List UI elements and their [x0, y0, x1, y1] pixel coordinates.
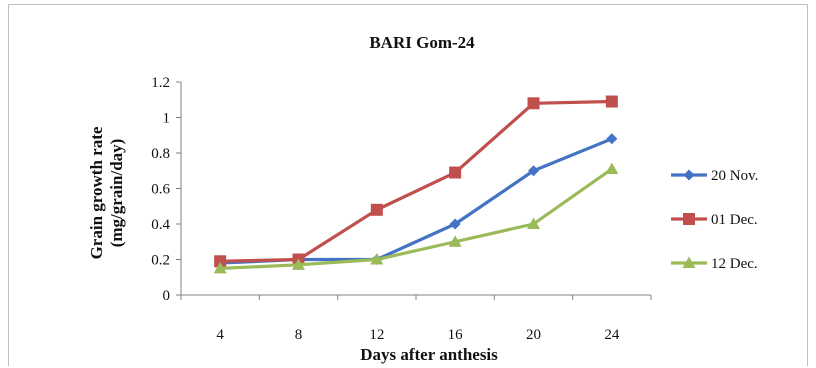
y-tick-label: 1	[163, 111, 171, 127]
legend-label: 20 Nov.	[711, 168, 758, 184]
y-tick-label: 0.8	[151, 146, 170, 162]
y-axis-title-line1: Grain growth rate	[87, 126, 106, 259]
line-chart: BARI Gom-24 Grain growth rate (mg/grain/…	[87, 33, 758, 364]
series-2	[214, 95, 618, 268]
series-1	[214, 133, 618, 269]
data-point-marker	[449, 166, 462, 179]
x-tick-label: 8	[295, 327, 303, 343]
data-point-marker	[527, 97, 540, 110]
legend-marker	[682, 256, 696, 268]
data-point-marker	[605, 95, 618, 108]
data-point-marker	[292, 258, 305, 270]
legend-label: 12 Dec.	[711, 256, 758, 272]
legend-item: 20 Nov.	[671, 168, 758, 184]
data-point-marker	[214, 255, 227, 268]
data-point-marker	[528, 165, 539, 177]
chart-title: BARI Gom-24	[369, 33, 475, 52]
y-axis-ticks: 0 0.2 0.4 0.6 0.8 1 1.2	[151, 75, 181, 304]
series-layer	[213, 95, 619, 274]
x-tick-label: 16	[448, 327, 464, 343]
legend-item: 01 Dec.	[671, 212, 758, 228]
data-point-marker	[370, 253, 384, 265]
y-tick-label: 0	[163, 288, 171, 304]
y-tick-label: 0.4	[151, 217, 170, 233]
x-tick-label: 20	[526, 327, 541, 343]
data-point-marker	[213, 261, 227, 274]
data-point-marker	[449, 218, 461, 230]
y-tick-label: 0.2	[151, 253, 170, 269]
legend-label: 01 Dec.	[711, 212, 758, 228]
y-axis-title-line2: (mg/grain/day)	[107, 139, 126, 248]
data-point-marker	[605, 162, 619, 174]
series-line	[220, 167, 613, 270]
chart-frame: BARI Gom-24 Grain growth rate (mg/grain/…	[8, 4, 808, 366]
x-tick-label: 12	[369, 327, 384, 343]
data-point-marker	[606, 133, 618, 145]
data-point-marker	[527, 217, 540, 229]
x-axis-title: Days after anthesis	[360, 345, 498, 364]
legend: 20 Nov. 01 Dec. 12 Dec.	[671, 168, 758, 272]
series-line	[220, 99, 612, 263]
legend-marker	[683, 169, 695, 181]
legend-item: 12 Dec.	[671, 256, 758, 272]
x-tick-label: 24	[604, 327, 620, 343]
x-tick-label: 4	[216, 327, 224, 343]
data-point-marker	[370, 203, 383, 216]
x-axis-ticks: 4 8 12 16 20 24	[180, 295, 652, 343]
legend-marker	[683, 213, 695, 225]
y-tick-label: 0.6	[151, 182, 170, 198]
series-3	[213, 162, 619, 274]
y-tick-label: 1.2	[151, 75, 170, 91]
series-line	[220, 137, 613, 265]
data-point-marker	[448, 235, 462, 247]
